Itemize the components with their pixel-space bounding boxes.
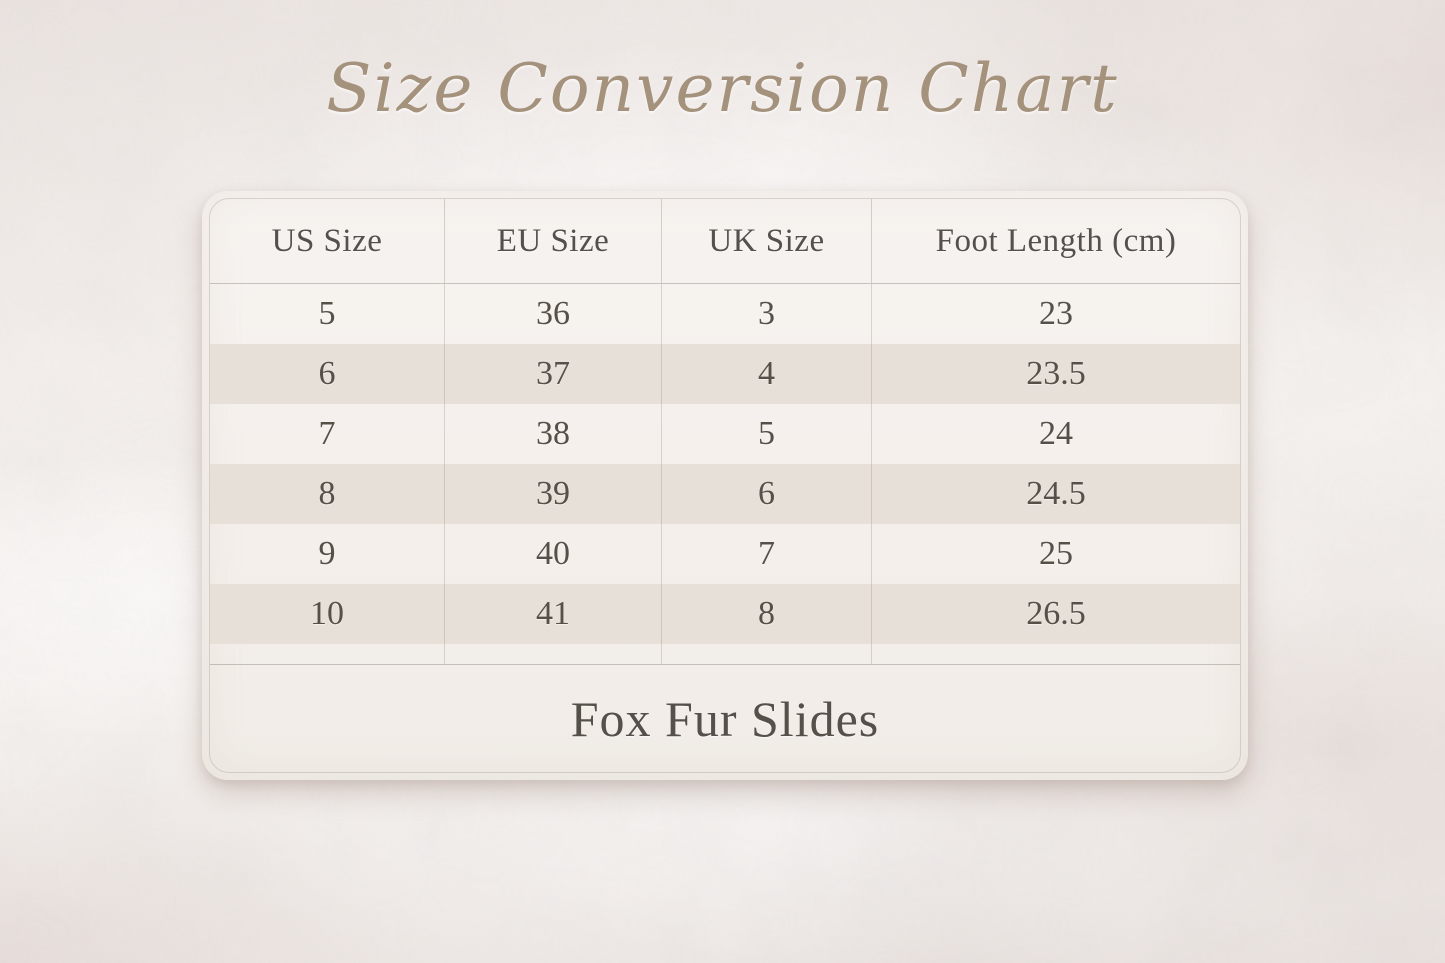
gap-cell <box>662 644 872 664</box>
table-row: 9 40 7 25 <box>210 524 1240 584</box>
table-cell: 25 <box>1039 535 1073 572</box>
table-row: 10 41 8 26.5 <box>210 584 1240 644</box>
table-cell: 41 <box>445 584 662 644</box>
table-cell: 40 <box>445 524 662 584</box>
size-chart-card: US Size EU Size UK Size Foot Length (cm)… <box>202 191 1248 780</box>
table-cell: 24 <box>1039 415 1073 452</box>
table-cell: 3 <box>662 284 872 344</box>
table-cell: 23.5 <box>1026 355 1086 392</box>
table-cell: 10 <box>210 584 445 644</box>
table-row: 6 37 4 23.5 <box>210 344 1240 404</box>
table-cell: 24.5 <box>1026 475 1086 512</box>
table-row: 5 36 3 23 <box>210 284 1240 344</box>
table-cell: 8 <box>210 464 445 524</box>
table-cell: 6 <box>210 344 445 404</box>
table-cell: 36 <box>445 284 662 344</box>
table-cell: 7 <box>210 404 445 464</box>
table-header-row: US Size EU Size UK Size Foot Length (cm) <box>210 199 1240 284</box>
table-footer: Fox Fur Slides <box>210 664 1240 772</box>
table-gap-row <box>210 644 1240 664</box>
table-cell: 39 <box>445 464 662 524</box>
gap-cell <box>445 644 662 664</box>
table-row: 7 38 5 24 <box>210 404 1240 464</box>
page-title: Size Conversion Chart <box>326 50 1119 127</box>
table-cell: 38 <box>445 404 662 464</box>
column-header-us-size: US Size <box>210 199 445 283</box>
table-cell: 5 <box>210 284 445 344</box>
product-name: Fox Fur Slides <box>570 690 880 747</box>
gap-cell <box>872 644 1240 664</box>
table-cell: 8 <box>662 584 872 644</box>
table-cell: 5 <box>662 404 872 464</box>
table-cell: 23 <box>1039 295 1073 332</box>
gap-cell <box>210 644 445 664</box>
table-row: 8 39 6 24.5 <box>210 464 1240 524</box>
column-header-uk-size: UK Size <box>662 199 872 283</box>
table-cell: 26.5 <box>1026 595 1086 632</box>
table-cell: 4 <box>662 344 872 404</box>
table-cell: 37 <box>445 344 662 404</box>
table-cell: 7 <box>662 524 872 584</box>
size-conversion-table: US Size EU Size UK Size Foot Length (cm)… <box>210 199 1240 772</box>
column-header-eu-size: EU Size <box>445 199 662 283</box>
column-header-foot-length: Foot Length (cm) <box>935 222 1177 259</box>
table-cell: 6 <box>662 464 872 524</box>
table-cell: 9 <box>210 524 445 584</box>
